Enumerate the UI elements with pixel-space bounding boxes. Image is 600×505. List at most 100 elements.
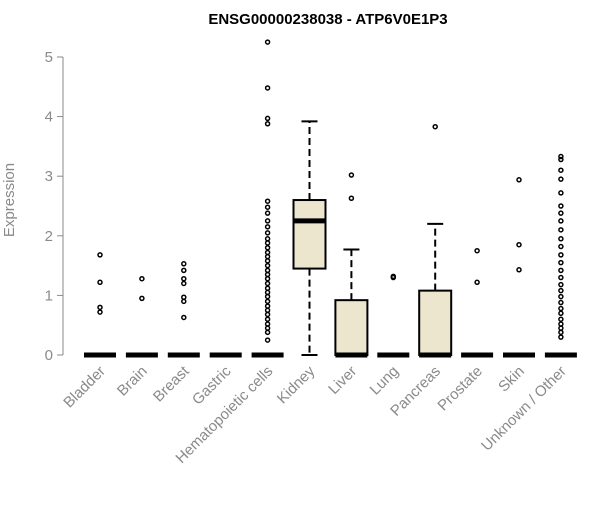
x-category-label: Breast bbox=[150, 362, 193, 405]
x-category-label: Brain bbox=[114, 363, 151, 400]
outlier-point bbox=[264, 39, 271, 45]
outlier-point bbox=[558, 329, 564, 336]
outlier-point bbox=[558, 176, 564, 182]
outlier-point bbox=[264, 275, 271, 282]
outlier-point bbox=[558, 227, 564, 233]
outlier-point bbox=[264, 280, 271, 287]
outlier-point bbox=[264, 307, 271, 314]
outlier-point bbox=[181, 294, 187, 300]
outlier-point bbox=[264, 85, 271, 91]
outlier-point bbox=[264, 293, 271, 300]
outlier-point bbox=[264, 198, 271, 204]
box-unknown-other bbox=[544, 153, 577, 358]
y-tick-label: 4 bbox=[45, 109, 53, 126]
outlier-point bbox=[264, 271, 271, 278]
outlier-point bbox=[558, 156, 564, 163]
outlier-point bbox=[516, 267, 522, 273]
x-category-label: Liver bbox=[325, 363, 360, 398]
box-prostate bbox=[461, 247, 494, 358]
outlier-point bbox=[558, 203, 564, 209]
outlier-point bbox=[181, 261, 187, 267]
outlier-point bbox=[97, 279, 103, 286]
outlier-point bbox=[558, 259, 564, 266]
outlier-point bbox=[516, 241, 522, 248]
outlier-point bbox=[264, 210, 271, 216]
outlier-point bbox=[264, 267, 271, 274]
outlier-point bbox=[97, 309, 103, 315]
outlier-point bbox=[139, 295, 145, 302]
outlier-point bbox=[264, 289, 271, 296]
outlier-point bbox=[264, 218, 271, 224]
outlier-point bbox=[558, 310, 564, 317]
outlier-point bbox=[558, 236, 564, 242]
outlier-point bbox=[264, 115, 271, 122]
plot-area bbox=[84, 39, 577, 358]
y-tick-label: 3 bbox=[45, 168, 53, 185]
outlier-point bbox=[264, 311, 271, 318]
box-bladder bbox=[84, 252, 116, 358]
box-skin bbox=[503, 177, 535, 358]
outlier-point bbox=[558, 305, 564, 312]
outlier-point bbox=[558, 190, 564, 196]
y-axis-label: Expression bbox=[1, 163, 18, 237]
outlier-point bbox=[97, 304, 103, 311]
outlier-point bbox=[264, 230, 271, 236]
box-breast bbox=[167, 261, 200, 358]
outlier-point bbox=[264, 236, 271, 242]
outlier-point bbox=[558, 299, 564, 306]
box-kidney bbox=[292, 120, 327, 356]
outlier-point bbox=[390, 273, 397, 280]
outlier-point bbox=[558, 325, 564, 331]
outlier-point bbox=[264, 249, 271, 256]
outlier-point bbox=[181, 267, 187, 274]
outlier-point bbox=[264, 337, 271, 343]
y-tick-label: 2 bbox=[45, 228, 53, 245]
y-tick-label: 0 bbox=[45, 347, 53, 364]
outlier-point bbox=[264, 253, 271, 260]
y-axis: 0 1 2 3 4 5 bbox=[45, 49, 64, 364]
outlier-point bbox=[558, 267, 564, 274]
outlier-point bbox=[558, 293, 564, 300]
y-tick-label: 5 bbox=[45, 49, 53, 66]
outlier-point bbox=[558, 210, 564, 216]
chart-title: ENSG00000238038 - ATP6V0E1P3 bbox=[208, 11, 447, 28]
outlier-point bbox=[181, 298, 187, 305]
outlier-point bbox=[558, 218, 564, 224]
outlier-point bbox=[432, 123, 438, 130]
x-category-label: Prostate bbox=[434, 363, 486, 415]
outlier-point bbox=[264, 204, 271, 210]
outlier-point bbox=[264, 321, 271, 327]
outlier-point bbox=[558, 287, 564, 294]
outlier-point bbox=[348, 195, 355, 202]
x-category-label: Bladder bbox=[60, 363, 109, 412]
outlier-point bbox=[181, 275, 187, 282]
box-iqr bbox=[292, 199, 327, 270]
outlier-point bbox=[264, 224, 271, 230]
box-pancreas bbox=[418, 123, 453, 358]
outlier-point bbox=[558, 321, 564, 327]
outlier-point bbox=[558, 153, 564, 160]
outlier-point bbox=[264, 258, 271, 264]
y-tick-label: 1 bbox=[45, 287, 53, 304]
outlier-point bbox=[516, 177, 522, 183]
outlier-point bbox=[264, 316, 271, 322]
outlier-point bbox=[264, 262, 271, 269]
outlier-point bbox=[264, 121, 271, 127]
box-liver bbox=[334, 172, 369, 358]
box-iqr bbox=[418, 289, 453, 356]
outlier-point bbox=[264, 244, 271, 251]
outlier-point bbox=[558, 167, 564, 173]
outlier-point bbox=[264, 303, 271, 309]
box-iqr bbox=[334, 299, 369, 356]
outlier-point bbox=[558, 243, 564, 250]
box-hematopoietic-cells bbox=[251, 39, 284, 358]
box-brain bbox=[125, 275, 158, 358]
outlier-point bbox=[348, 172, 355, 178]
outlier-point bbox=[264, 298, 271, 305]
outlier-point bbox=[474, 247, 480, 254]
outlier-point bbox=[97, 252, 103, 258]
outlier-point bbox=[558, 334, 564, 340]
outlier-point bbox=[264, 240, 271, 246]
